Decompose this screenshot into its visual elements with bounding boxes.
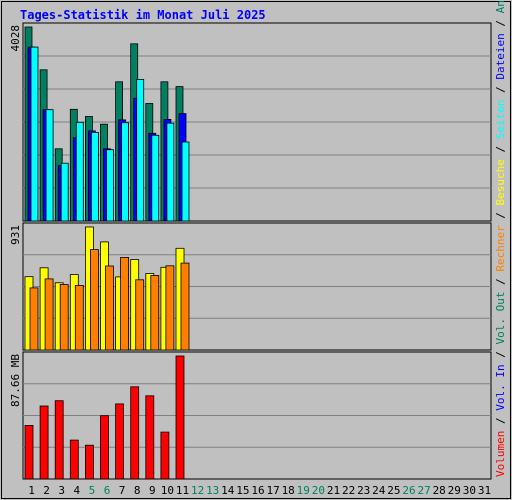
max-label-visits: 931 <box>9 225 22 245</box>
day-label-29: 29 <box>448 484 461 497</box>
bar-rechner-day-4 <box>74 284 84 351</box>
day-label-6: 6 <box>104 484 111 497</box>
day-label-30: 30 <box>463 484 476 497</box>
bar-seiten-day-7 <box>121 122 129 222</box>
legend-entry-volumen: Volumen <box>494 431 507 477</box>
bar-rechner-day-1 <box>29 287 39 351</box>
day-label-25: 25 <box>387 484 400 497</box>
day-label-15: 15 <box>236 484 249 497</box>
bar-rechner-day-11 <box>180 262 190 351</box>
bar-rechner-day-5 <box>90 249 99 351</box>
day-label-7: 7 <box>119 484 126 497</box>
legend-entry-rechner: Rechner <box>494 225 507 272</box>
day-label-16: 16 <box>251 484 264 497</box>
bar-rechner-day-7 <box>120 256 129 351</box>
legend-entry-besuche: Besuche <box>494 159 507 205</box>
bar-seiten-day-8 <box>136 79 145 222</box>
day-label-1: 1 <box>28 484 35 497</box>
day-label-22: 22 <box>342 484 355 497</box>
day-label-5: 5 <box>89 484 96 497</box>
legend-entry-anfragen: Anfragen <box>494 0 507 13</box>
bar-volumen-day-7 <box>115 403 124 480</box>
day-label-21: 21 <box>327 484 340 497</box>
bar-volumen-day-10 <box>160 431 170 480</box>
bar-volumen-day-6 <box>100 415 109 480</box>
day-label-13: 13 <box>206 484 219 497</box>
bar-volumen-day-1 <box>24 424 34 480</box>
bar-volumen-day-11 <box>175 355 185 480</box>
legend-entry-dateien: Dateien <box>494 33 507 79</box>
bar-rechner-day-8 <box>135 279 145 351</box>
legend-entry-seiten: Seiten <box>494 99 507 139</box>
bar-seiten-day-1 <box>30 46 39 222</box>
legend-separator: / <box>494 411 507 431</box>
bar-seiten-day-10 <box>166 122 175 222</box>
day-label-8: 8 <box>134 484 141 497</box>
day-label-26: 26 <box>402 484 415 497</box>
max-label-volume: 87.66 MB <box>9 354 22 407</box>
legend-separator: / <box>494 345 507 365</box>
bar-volumen-day-5 <box>85 444 94 480</box>
bar-seiten-day-6 <box>106 149 114 222</box>
day-label-28: 28 <box>433 484 446 497</box>
bar-volumen-day-9 <box>145 395 155 480</box>
bar-seiten-day-9 <box>151 134 160 222</box>
bar-rechner-day-9 <box>150 275 160 351</box>
day-label-4: 4 <box>73 484 80 497</box>
bar-rechner-day-10 <box>165 265 175 351</box>
bar-seiten-day-4 <box>75 121 84 222</box>
bar-volumen-day-3 <box>54 400 64 480</box>
day-label-14: 14 <box>221 484 235 497</box>
bar-volumen-day-4 <box>69 439 79 480</box>
day-label-24: 24 <box>372 484 386 497</box>
chart-title: Tages-Statistik im Monat Juli 2025 <box>20 8 266 22</box>
bar-rechner-day-2 <box>44 278 54 351</box>
legend-separator: / <box>494 205 507 225</box>
day-label-17: 17 <box>266 484 279 497</box>
day-label-18: 18 <box>282 484 295 497</box>
day-label-19: 19 <box>297 484 310 497</box>
day-label-11: 11 <box>176 484 189 497</box>
day-label-2: 2 <box>43 484 50 497</box>
legend-separator: / <box>494 80 507 100</box>
bar-seiten-day-2 <box>45 109 54 222</box>
legend: Volumen / Vol. In / Vol. Out / Rechner /… <box>494 0 507 477</box>
day-label-31: 31 <box>478 484 491 497</box>
bar-seiten-day-11 <box>181 141 190 222</box>
day-label-9: 9 <box>149 484 156 497</box>
day-label-23: 23 <box>357 484 370 497</box>
legend-separator: / <box>494 272 507 292</box>
day-label-12: 12 <box>191 484 204 497</box>
legend-separator: / <box>494 13 507 33</box>
bar-volumen-day-8 <box>130 386 140 480</box>
bar-volumen-day-2 <box>39 405 49 480</box>
day-label-3: 3 <box>58 484 65 497</box>
day-label-27: 27 <box>417 484 430 497</box>
legend-separator: / <box>494 139 507 159</box>
day-label-20: 20 <box>312 484 325 497</box>
legend-entry-vol-out: Vol. Out <box>494 292 507 345</box>
legend-entry-vol-in: Vol. In <box>494 364 507 410</box>
bar-seiten-day-3 <box>60 162 69 222</box>
bar-seiten-day-5 <box>91 131 99 222</box>
bar-rechner-day-3 <box>59 284 69 351</box>
bars-layer <box>24 26 190 480</box>
bar-rechner-day-6 <box>105 265 114 351</box>
max-label-requests: 4028 <box>9 25 22 52</box>
legend-text: Volumen / Vol. In / Vol. Out / Rechner /… <box>494 0 507 477</box>
day-label-10: 10 <box>161 484 174 497</box>
